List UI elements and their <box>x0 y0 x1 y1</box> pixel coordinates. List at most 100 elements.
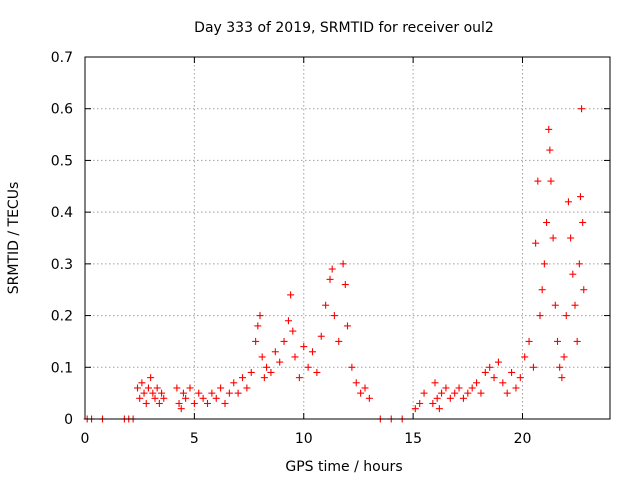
data-point <box>217 384 225 392</box>
data-point <box>140 389 148 397</box>
data-point <box>254 322 262 330</box>
data-point <box>271 348 279 356</box>
data-points <box>83 105 588 423</box>
data-point <box>579 218 587 226</box>
data-point <box>499 379 507 387</box>
data-point <box>477 389 485 397</box>
data-point <box>177 405 185 413</box>
y-tick-labels: 0 0.1 0.2 0.3 0.4 0.5 0.6 0.7 <box>51 50 73 428</box>
data-point <box>464 389 472 397</box>
data-point <box>534 177 542 185</box>
data-point <box>243 384 251 392</box>
data-point <box>575 260 583 268</box>
data-point <box>289 327 297 335</box>
data-point <box>175 399 183 407</box>
data-point <box>546 146 554 154</box>
data-point <box>339 260 347 268</box>
data-point <box>280 337 288 345</box>
data-point <box>190 399 198 407</box>
plot-frame <box>84 56 611 420</box>
data-point <box>348 363 356 371</box>
data-point <box>578 105 586 113</box>
data-point <box>451 389 459 397</box>
data-point <box>199 394 207 402</box>
data-point <box>416 399 424 407</box>
data-point <box>267 368 275 376</box>
y-tick-label: 0 <box>64 412 73 428</box>
data-point <box>256 312 264 320</box>
data-point <box>556 363 564 371</box>
data-point <box>195 389 203 397</box>
data-point <box>525 337 533 345</box>
data-point <box>179 389 187 397</box>
data-point <box>309 348 316 356</box>
data-point <box>335 337 343 345</box>
grid-lines <box>85 57 610 419</box>
data-point <box>352 379 360 387</box>
data-point <box>151 394 159 402</box>
data-point <box>420 389 428 397</box>
data-point <box>134 384 141 392</box>
data-point <box>576 193 584 201</box>
data-point <box>481 368 489 376</box>
data-point <box>230 379 238 387</box>
data-point <box>543 218 551 226</box>
data-point <box>532 239 540 247</box>
x-axis-label: GPS time / hours <box>285 459 402 475</box>
data-point <box>149 389 157 397</box>
data-point <box>138 379 146 387</box>
data-point <box>326 275 334 283</box>
data-point <box>486 363 494 371</box>
data-point <box>554 337 561 345</box>
data-point <box>147 374 155 382</box>
data-point <box>252 337 260 345</box>
data-point <box>560 353 568 361</box>
data-point <box>562 312 570 320</box>
data-point <box>153 384 161 392</box>
data-point <box>573 337 581 345</box>
data-point <box>276 358 284 366</box>
data-point <box>508 368 516 376</box>
y-tick-label: 0.3 <box>51 257 73 273</box>
data-point <box>429 399 437 407</box>
data-point <box>431 379 439 387</box>
data-point <box>438 389 446 397</box>
chart-title: Day 333 of 2019, SRMTID for receiver oul… <box>194 20 494 36</box>
data-point <box>287 291 295 299</box>
data-point <box>357 389 365 397</box>
data-point <box>569 270 577 278</box>
data-point <box>446 394 454 402</box>
y-tick-label: 0.6 <box>51 102 73 118</box>
data-point <box>284 317 292 325</box>
data-point <box>263 363 271 371</box>
data-point <box>295 374 303 382</box>
data-point <box>300 343 308 351</box>
data-point <box>435 405 443 413</box>
y-tick-label: 0.1 <box>51 360 73 376</box>
x-tick-label: 20 <box>514 431 532 447</box>
data-point <box>204 399 211 407</box>
x-tick-label: 15 <box>404 431 422 447</box>
x-tick-labels: 0 5 10 15 20 <box>81 431 532 447</box>
data-point <box>433 394 441 402</box>
data-point <box>344 322 351 330</box>
y-tick-label: 0.5 <box>51 153 73 169</box>
data-point <box>494 358 502 366</box>
data-point <box>341 281 349 289</box>
data-point <box>260 374 268 382</box>
data-point <box>291 353 299 361</box>
data-point <box>468 384 476 392</box>
data-point <box>580 286 588 294</box>
data-point <box>538 286 546 294</box>
data-point <box>459 394 467 402</box>
data-point <box>158 389 166 397</box>
data-point <box>317 332 325 340</box>
data-point <box>234 389 242 397</box>
data-point <box>225 389 233 397</box>
data-point <box>330 312 338 320</box>
data-point <box>547 177 555 185</box>
data-point <box>142 399 150 407</box>
data-point <box>512 384 520 392</box>
data-point <box>160 394 168 402</box>
